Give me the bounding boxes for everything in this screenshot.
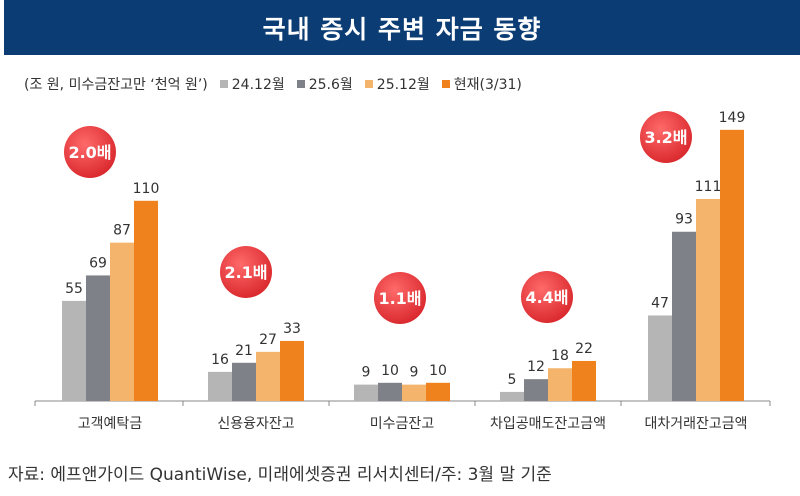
bar bbox=[548, 368, 572, 401]
data-label: 9 bbox=[362, 365, 371, 381]
category-label: 미수금잔고 bbox=[370, 416, 435, 432]
bar bbox=[672, 231, 696, 401]
legend-swatch bbox=[296, 80, 305, 88]
legend-label: 25.6월 bbox=[308, 77, 353, 93]
bar bbox=[232, 362, 256, 401]
data-label: 33 bbox=[283, 321, 301, 337]
bar bbox=[280, 340, 304, 401]
unit-note: (조 원, 미수금잔고만 ‘천억 원’) bbox=[24, 77, 208, 93]
data-label: 27 bbox=[259, 332, 277, 348]
bar bbox=[86, 275, 110, 401]
data-label: 10 bbox=[381, 363, 399, 379]
growth-badge bbox=[374, 272, 426, 324]
legend-item: 25.12월 bbox=[364, 74, 430, 94]
growth-badge-label: 1.1배 bbox=[378, 289, 421, 308]
data-label: 10 bbox=[429, 363, 447, 379]
growth-badge-label: 4.4배 bbox=[525, 288, 568, 307]
legend-item: 25.6월 bbox=[296, 74, 353, 94]
growth-badge-label: 2.0배 bbox=[68, 143, 111, 162]
bar bbox=[524, 379, 548, 401]
legend: (조 원, 미수금잔고만 ‘천억 원’) 24.12월 25.6월 25.12월… bbox=[24, 74, 522, 94]
data-label: 111 bbox=[695, 179, 722, 195]
growth-badge bbox=[640, 111, 692, 163]
bar bbox=[402, 384, 426, 401]
data-label: 110 bbox=[133, 181, 160, 197]
bar bbox=[648, 315, 672, 401]
bar bbox=[696, 198, 720, 401]
data-label: 16 bbox=[211, 352, 229, 368]
bar bbox=[572, 360, 596, 401]
legend-swatch bbox=[219, 80, 228, 88]
data-label: 5 bbox=[508, 372, 517, 388]
bar bbox=[378, 382, 402, 401]
bar bbox=[62, 300, 86, 401]
legend-swatch bbox=[364, 80, 373, 88]
legend-swatch bbox=[441, 80, 450, 88]
data-label: 47 bbox=[651, 295, 669, 311]
category-label: 신용융자잔고 bbox=[217, 416, 294, 432]
data-label: 55 bbox=[65, 281, 83, 297]
bar bbox=[208, 371, 232, 401]
legend-item: 현재(3/31) bbox=[441, 74, 522, 94]
category-label: 대차거래잔고금액 bbox=[644, 416, 747, 432]
bar bbox=[256, 351, 280, 401]
bar bbox=[110, 242, 134, 401]
bar bbox=[720, 129, 744, 401]
growth-badge-label: 3.2배 bbox=[644, 128, 687, 147]
data-label: 149 bbox=[719, 110, 746, 126]
page-title: 국내 증시 주변 자금 동향 bbox=[4, 0, 800, 55]
growth-badge bbox=[521, 271, 573, 323]
legend-label: 현재(3/31) bbox=[453, 77, 522, 93]
bar bbox=[354, 384, 378, 401]
legend-label: 25.12월 bbox=[376, 77, 430, 93]
data-label: 69 bbox=[89, 255, 107, 271]
bar bbox=[134, 200, 158, 401]
data-label: 22 bbox=[575, 341, 593, 357]
data-label: 93 bbox=[675, 212, 693, 228]
source-note: 자료: 에프앤가이드 QuantiWise, 미래에셋증권 리서치센터/주: 3… bbox=[8, 465, 552, 485]
growth-badge bbox=[64, 126, 116, 178]
growth-badge bbox=[220, 246, 272, 298]
category-label: 고객예탁금 bbox=[78, 416, 143, 432]
data-label: 9 bbox=[410, 365, 419, 381]
data-label: 87 bbox=[113, 223, 131, 239]
bar bbox=[500, 391, 524, 401]
growth-badge-label: 2.1배 bbox=[224, 263, 267, 282]
data-label: 18 bbox=[551, 348, 569, 364]
data-label: 21 bbox=[235, 343, 253, 359]
legend-item: 24.12월 bbox=[219, 74, 285, 94]
category-label: 차입공매도잔고금액 bbox=[490, 416, 606, 432]
data-label: 12 bbox=[527, 359, 545, 375]
legend-label: 24.12월 bbox=[231, 77, 285, 93]
bar bbox=[426, 382, 450, 401]
